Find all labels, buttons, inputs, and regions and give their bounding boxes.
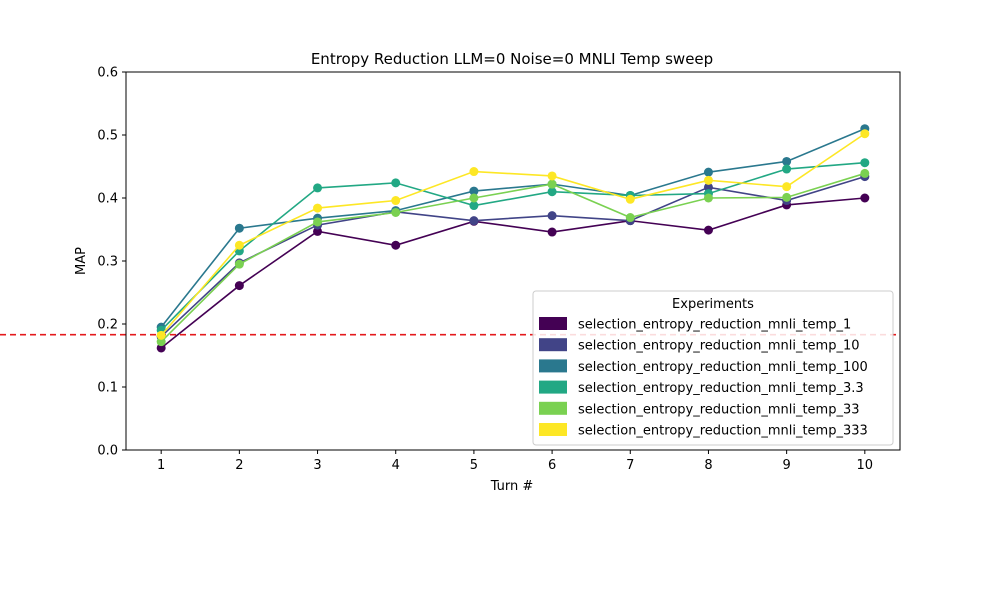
series-5: [156, 168, 870, 347]
data-point: [860, 193, 870, 203]
data-point: [313, 203, 323, 213]
legend-swatch: [539, 380, 567, 394]
data-point: [156, 343, 166, 353]
data-point: [313, 226, 323, 236]
x-tick-label: 9: [782, 458, 790, 473]
data-point: [391, 207, 401, 217]
data-point: [782, 182, 792, 192]
y-axis: 0.0 0.1 0.2 0.3 0.4 0.5 0.6: [97, 66, 126, 459]
legend-entry: selection_entropy_reduction_mnli_temp_1: [578, 318, 851, 333]
legend-entry: selection_entropy_reduction_mnli_temp_10…: [578, 360, 868, 375]
series-line: [160, 172, 866, 343]
data-point: [391, 196, 401, 206]
y-tick-label: 0.0: [97, 444, 118, 459]
data-point: [547, 179, 557, 189]
data-point: [860, 158, 870, 168]
data-point: [703, 167, 713, 177]
x-tick-label: 2: [235, 458, 243, 473]
y-tick-label: 0.1: [97, 381, 118, 396]
data-point: [234, 259, 244, 269]
data-point: [469, 193, 479, 203]
y-tick-label: 0.2: [97, 318, 118, 333]
y-tick-label: 0.3: [97, 255, 118, 270]
data-point: [469, 186, 479, 196]
legend-swatch: [539, 338, 567, 352]
data-point: [547, 227, 557, 237]
x-tick-label: 8: [704, 458, 712, 473]
data-point: [625, 194, 635, 204]
series-line: [160, 197, 865, 349]
legend: Experiments selection_entropy_reduction_m…: [532, 290, 894, 446]
data-point: [313, 217, 323, 227]
y-axis-label: MAP: [74, 247, 89, 275]
series-6: [156, 129, 870, 340]
y-tick-label: 0.5: [97, 129, 118, 144]
y-tick-label: 0.4: [97, 192, 118, 207]
data-point: [860, 129, 870, 139]
data-point: [469, 216, 479, 226]
data-point: [156, 337, 166, 347]
legend-entry: selection_entropy_reduction_mnli_temp_33…: [578, 424, 868, 439]
data-point: [625, 213, 635, 223]
series-line: [160, 127, 866, 328]
x-axis-label: Turn #: [490, 479, 534, 494]
data-point: [547, 187, 557, 197]
x-tick-label: 6: [548, 458, 556, 473]
x-tick-label: 3: [313, 458, 321, 473]
data-point: [391, 178, 401, 188]
data-point: [313, 183, 323, 193]
data-point: [469, 167, 479, 177]
legend-entry: selection_entropy_reduction_mnli_temp_3.…: [578, 381, 864, 396]
x-tick-label: 4: [392, 458, 400, 473]
y-tick-label: 0.6: [97, 66, 118, 81]
data-point: [703, 182, 713, 192]
legend-swatch: [539, 317, 567, 330]
data-point: [860, 168, 870, 178]
data-point: [391, 240, 401, 250]
legend-swatch: [539, 423, 567, 436]
legend-swatch: [539, 359, 567, 373]
data-point: [547, 171, 557, 181]
data-point: [234, 223, 244, 233]
x-tick-label: 7: [626, 458, 634, 473]
data-point: [234, 281, 244, 291]
x-tick-label: 1: [157, 458, 165, 473]
plot-area: [0, 124, 900, 353]
data-point: [782, 192, 792, 202]
series-line: [160, 161, 865, 331]
data-point: [703, 193, 713, 203]
chart-title: Entropy Reduction LLM=0 Noise=0 MNLI Tem…: [311, 50, 713, 68]
legend-entry: selection_entropy_reduction_mnli_temp_10: [578, 339, 860, 354]
legend-title: Experiments: [672, 297, 754, 312]
data-point: [156, 330, 166, 340]
data-point: [547, 211, 557, 221]
data-point: [782, 156, 792, 166]
data-point: [234, 240, 244, 250]
x-tick-label: 5: [470, 458, 478, 473]
legend-swatch: [539, 401, 567, 415]
x-tick-label: 10: [857, 458, 874, 473]
x-axis: 1 2 3 4 5 6 7 8 9 10: [157, 450, 873, 473]
data-point: [703, 175, 713, 185]
data-point: [469, 201, 479, 211]
data-point: [703, 225, 713, 235]
series-line: [160, 133, 866, 336]
legend-box: [532, 290, 894, 446]
series-line: [160, 175, 866, 338]
data-point: [782, 164, 792, 174]
legend-entry: selection_entropy_reduction_mnli_temp_33: [578, 402, 860, 417]
